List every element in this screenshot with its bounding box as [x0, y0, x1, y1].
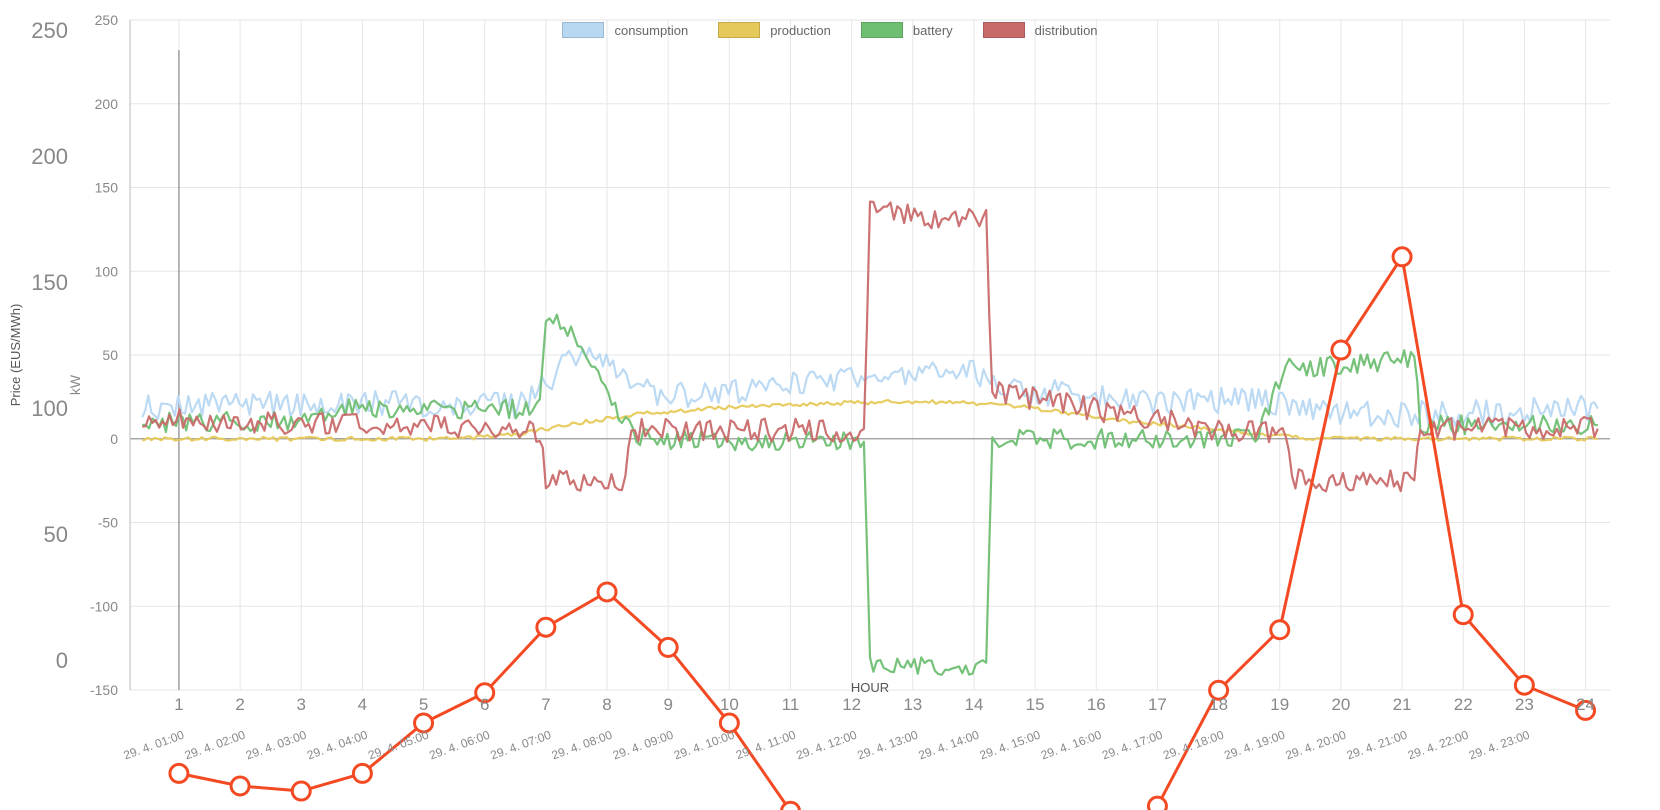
legend-item-consumption[interactable]: consumption	[562, 22, 688, 38]
price-tick-label: 150	[31, 270, 68, 295]
price-axis-title: Price (EUS/MWh)	[8, 304, 23, 407]
price-marker	[598, 583, 616, 601]
series-distribution	[142, 202, 1598, 492]
time-label: 29. 4. 09:00	[611, 728, 676, 763]
data-layer	[142, 202, 1598, 810]
kw-tick-label: -150	[90, 682, 118, 698]
price-marker	[1393, 248, 1411, 266]
price-marker	[1148, 797, 1166, 810]
time-label: 29. 4. 21:00	[1345, 728, 1410, 763]
time-label: 29. 4. 19:00	[1222, 728, 1287, 763]
hour-tick-label: 2	[235, 695, 244, 714]
legend-label-battery: battery	[913, 23, 953, 38]
series-price	[179, 257, 1586, 810]
time-label: 29. 4. 12:00	[794, 728, 859, 763]
price-marker	[1515, 676, 1533, 694]
hour-tick-label: 16	[1087, 695, 1106, 714]
time-label: 29. 4. 01:00	[122, 728, 187, 763]
time-label: 29. 4. 08:00	[550, 728, 615, 763]
hour-tick-label: 3	[297, 695, 306, 714]
legend-swatch-battery	[861, 22, 903, 38]
kw-tick-label: 150	[95, 180, 119, 196]
hour-tick-label: 22	[1454, 695, 1473, 714]
kw-tick-label: 100	[95, 263, 119, 279]
price-tick-label: 0	[56, 648, 68, 673]
price-marker	[292, 782, 310, 800]
legend-label-consumption: consumption	[614, 23, 688, 38]
kw-tick-label: 200	[95, 96, 119, 112]
hour-tick-label: 15	[1026, 695, 1045, 714]
price-marker	[659, 638, 677, 656]
price-tick-label: 100	[31, 396, 68, 421]
time-label: 29. 4. 04:00	[305, 728, 370, 763]
hour-tick-label: 18	[1209, 695, 1228, 714]
legend-item-battery[interactable]: battery	[861, 22, 953, 38]
time-label: 29. 4. 18:00	[1161, 728, 1226, 763]
time-label: 29. 4. 05:00	[366, 728, 431, 763]
legend-swatch-production	[718, 22, 760, 38]
series-battery	[142, 315, 1598, 675]
price-tick-label: 50	[44, 522, 68, 547]
time-label: 29. 4. 07:00	[489, 728, 554, 763]
legend-swatch-distribution	[983, 22, 1025, 38]
hour-tick-label: 13	[903, 695, 922, 714]
price-marker	[170, 764, 188, 782]
hour-tick-label: 20	[1331, 695, 1350, 714]
hour-tick-label: 24	[1576, 695, 1595, 714]
x-axis-title: HOUR	[851, 680, 889, 695]
chart-canvas: -150-100-50050100150200250kW050100150200…	[0, 0, 1660, 810]
axis-labels-layer: -150-100-50050100150200250kW050100150200…	[8, 12, 1595, 762]
kw-tick-label: 50	[102, 347, 118, 363]
hour-tick-label: 14	[965, 695, 984, 714]
time-label: 29. 4. 06:00	[427, 728, 492, 763]
kw-tick-label: 0	[110, 431, 118, 447]
price-marker	[537, 618, 555, 636]
price-marker	[1332, 341, 1350, 359]
legend-item-distribution[interactable]: distribution	[983, 22, 1098, 38]
time-label: 29. 4. 20:00	[1284, 728, 1349, 763]
hour-tick-label: 10	[720, 695, 739, 714]
hour-tick-label: 12	[842, 695, 861, 714]
price-marker	[353, 764, 371, 782]
hour-tick-label: 5	[419, 695, 428, 714]
hour-tick-label: 6	[480, 695, 489, 714]
time-label: 29. 4. 22:00	[1406, 728, 1471, 763]
time-label: 29. 4. 11:00	[734, 728, 798, 763]
time-label: 29. 4. 14:00	[917, 728, 982, 763]
hour-tick-label: 19	[1270, 695, 1289, 714]
price-tick-label: 200	[31, 144, 68, 169]
hour-tick-label: 23	[1515, 695, 1534, 714]
price-marker	[781, 802, 799, 810]
hour-tick-label: 11	[782, 695, 800, 714]
energy-price-chart: consumption production battery distribution…	[0, 0, 1660, 810]
kw-axis-title: kW	[67, 374, 83, 395]
hour-tick-label: 8	[602, 695, 611, 714]
time-label: 29. 4. 17:00	[1100, 728, 1165, 763]
time-label: 29. 4. 15:00	[978, 728, 1043, 763]
hour-tick-label: 21	[1393, 695, 1412, 714]
legend-swatch-consumption	[562, 22, 604, 38]
series-consumption	[142, 348, 1598, 427]
hour-tick-label: 4	[358, 695, 367, 714]
time-label: 29. 4. 23:00	[1467, 728, 1532, 763]
hour-tick-label: 1	[174, 695, 183, 714]
time-label: 29. 4. 16:00	[1039, 728, 1104, 763]
legend-label-production: production	[770, 23, 831, 38]
kw-tick-label: -100	[90, 598, 118, 614]
kw-tick-label: -50	[98, 515, 118, 531]
time-label: 29. 4. 13:00	[855, 728, 920, 763]
time-label: 29. 4. 10:00	[672, 728, 737, 763]
price-marker	[231, 777, 249, 795]
time-label: 29. 4. 03:00	[244, 728, 309, 763]
hour-tick-label: 9	[663, 695, 672, 714]
hour-tick-label: 7	[541, 695, 550, 714]
chart-legend: consumption production battery distribution	[0, 22, 1660, 38]
price-marker	[1271, 621, 1289, 639]
hour-tick-label: 17	[1148, 695, 1167, 714]
legend-item-production[interactable]: production	[718, 22, 831, 38]
time-label: 29. 4. 02:00	[183, 728, 248, 763]
legend-label-distribution: distribution	[1035, 23, 1098, 38]
price-marker	[1454, 606, 1472, 624]
